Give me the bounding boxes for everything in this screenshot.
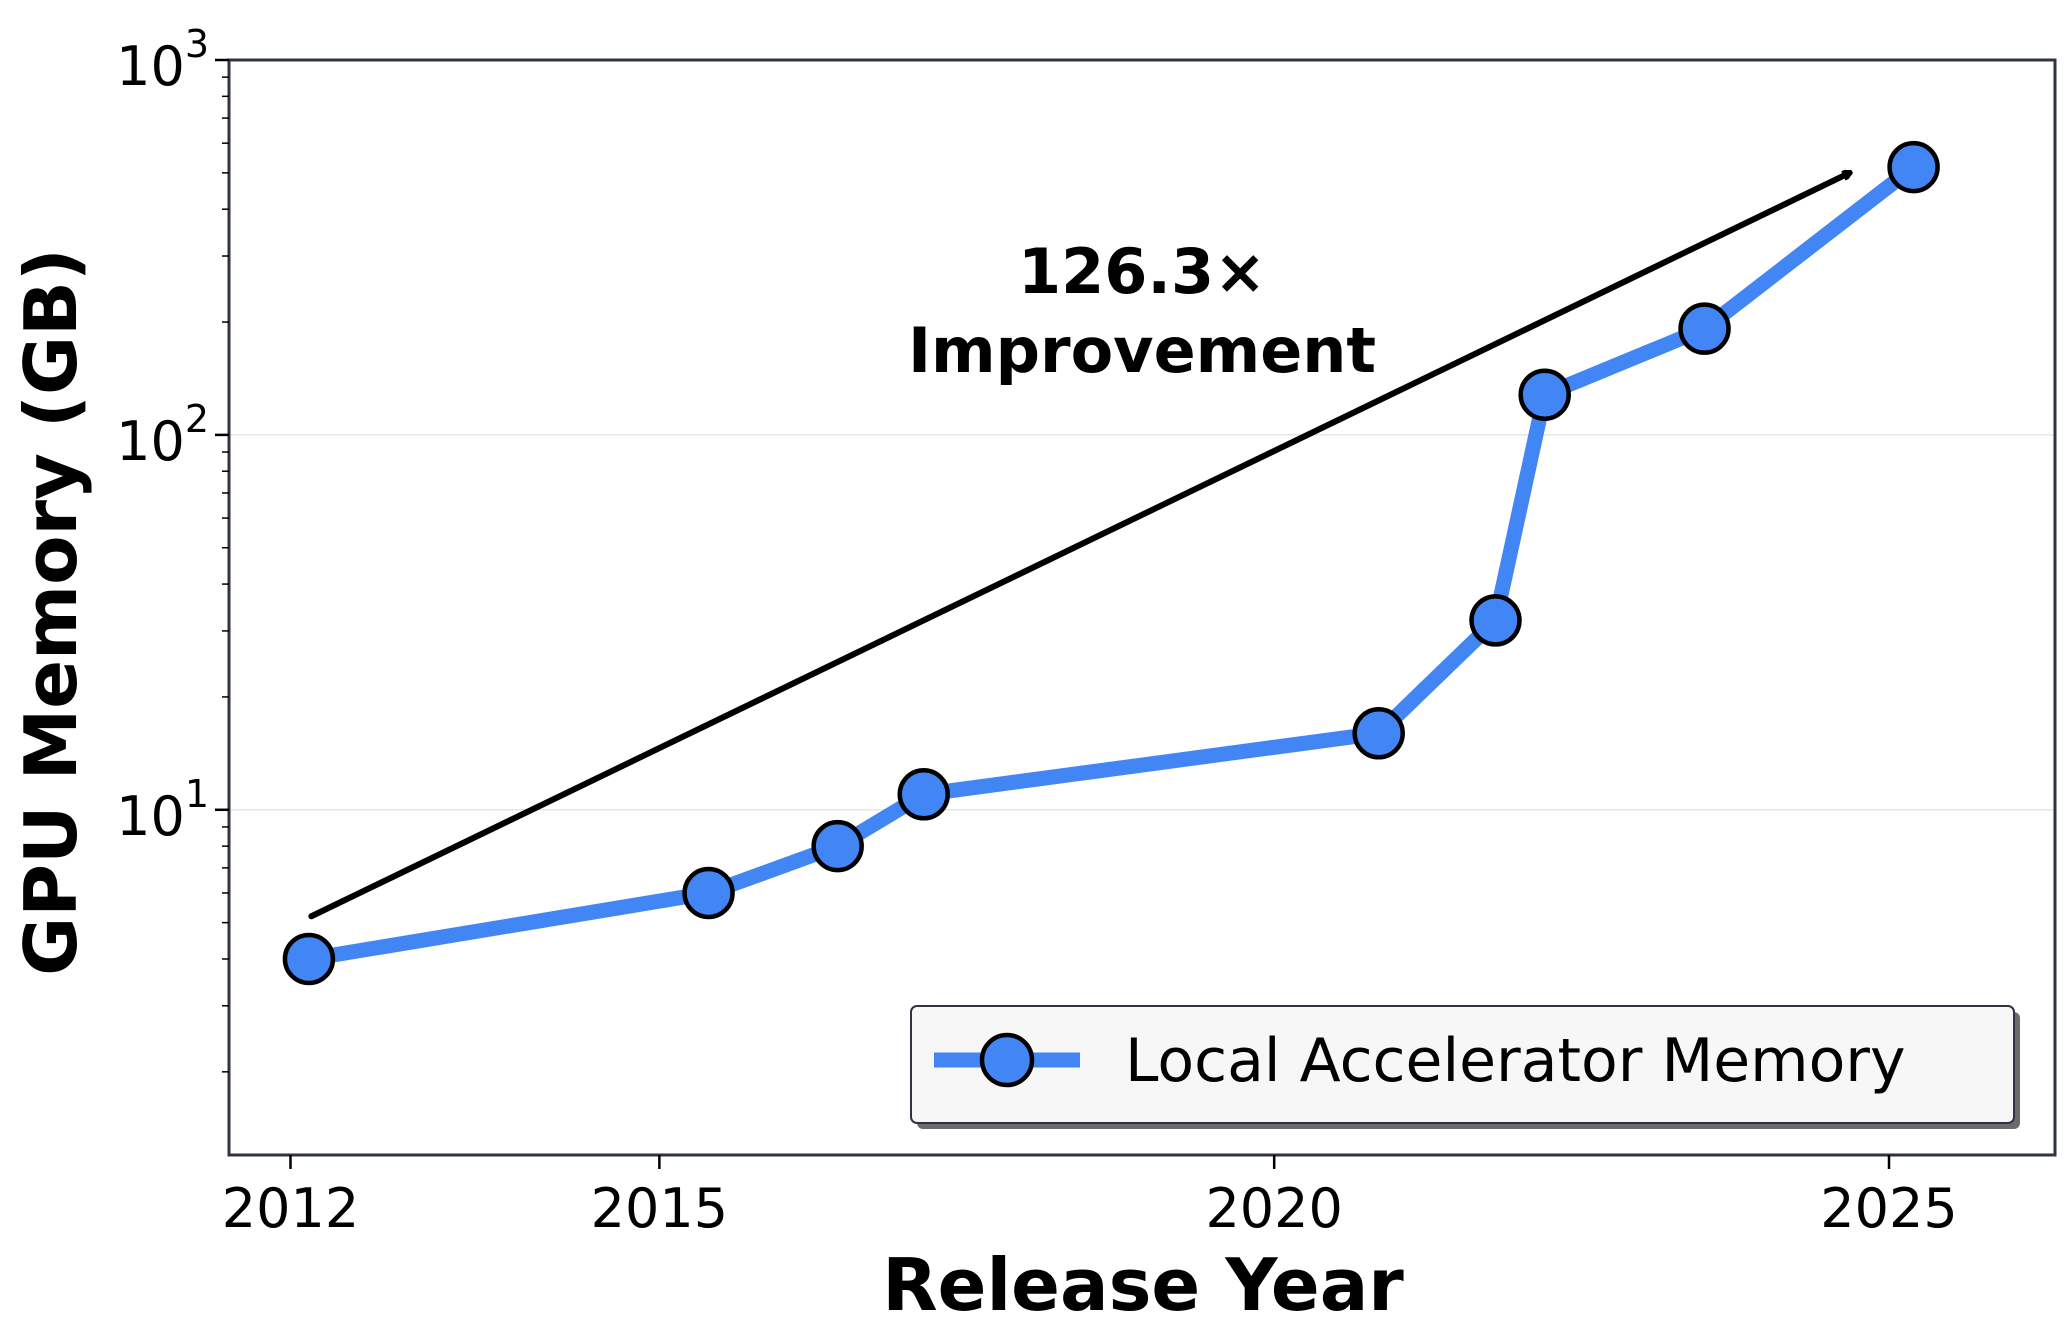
x-tick-label-2025: 2025 <box>1820 1177 1957 1240</box>
y-tick-label-100: 102 <box>116 397 209 473</box>
y-axis-title: GPU Memory (GB) <box>9 248 93 976</box>
data-point-7 <box>1678 302 1731 355</box>
annotation: 126.3× Improvement <box>308 173 1849 920</box>
grid-lines <box>229 434 2055 811</box>
x-axis-title: Release Year <box>882 1243 1404 1327</box>
data-point-6 <box>1518 368 1571 421</box>
legend-marker-swatch <box>979 1032 1035 1088</box>
trend-arrow <box>308 173 1849 920</box>
series-local-accelerator-memory <box>282 140 1940 986</box>
legend-label: Local Accelerator Memory <box>1125 1026 1905 1096</box>
plot-frame <box>227 58 2057 1157</box>
data-point-5 <box>1469 594 1522 647</box>
data-point-3 <box>897 768 950 821</box>
data-point-2 <box>811 819 864 873</box>
axes: 2012 2015 2020 2025 101 102 103 <box>116 22 1958 1240</box>
data-point-4 <box>1352 707 1405 760</box>
y-tick-label-10: 101 <box>116 772 209 848</box>
data-point-8 <box>1887 140 1940 194</box>
x-tick-label-2020: 2020 <box>1205 1177 1342 1240</box>
legend: Local Accelerator Memory <box>910 1005 2020 1129</box>
legend-box <box>910 1005 2015 1124</box>
y-tick-label-1000: 103 <box>116 22 209 98</box>
annotation-line2: Improvement <box>908 314 1376 387</box>
annotation-line1: 126.3× <box>1018 235 1266 308</box>
x-tick-label-2012: 2012 <box>222 1177 359 1240</box>
x-tick-label-2015: 2015 <box>591 1177 728 1240</box>
data-point-0 <box>282 932 336 986</box>
data-point-1 <box>682 866 735 920</box>
